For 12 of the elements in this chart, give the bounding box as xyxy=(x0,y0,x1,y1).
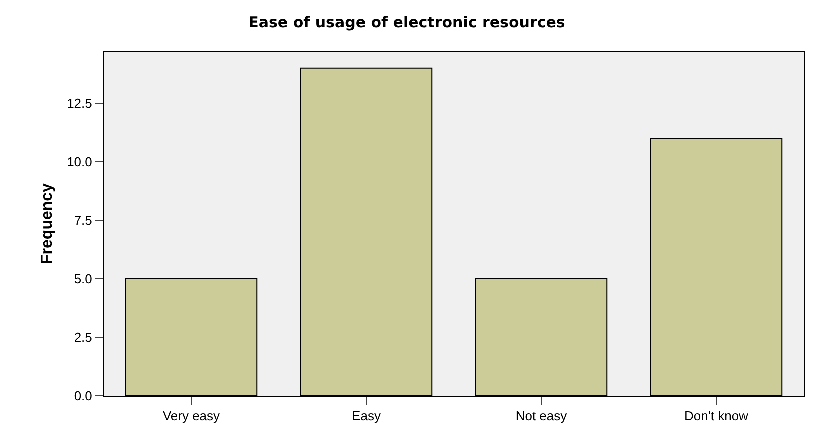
y-tick-label: 10.0 xyxy=(67,154,92,170)
y-tick-label: 2.5 xyxy=(74,330,92,346)
y-axis-title: Frequency xyxy=(38,183,56,264)
chart-title: Ease of usage of electronic resources xyxy=(248,14,566,32)
x-tick-label: Don't know xyxy=(684,408,750,424)
x-tick-label: Very easy xyxy=(162,408,221,424)
y-tick-label: 12.5 xyxy=(67,96,92,112)
x-tick-label: Easy xyxy=(352,408,382,424)
y-tick-label: 0.0 xyxy=(74,388,92,404)
x-tick-label: Not easy xyxy=(516,408,568,424)
y-tick-label: 7.5 xyxy=(74,213,92,228)
y-tick-label: 5.0 xyxy=(74,272,92,287)
